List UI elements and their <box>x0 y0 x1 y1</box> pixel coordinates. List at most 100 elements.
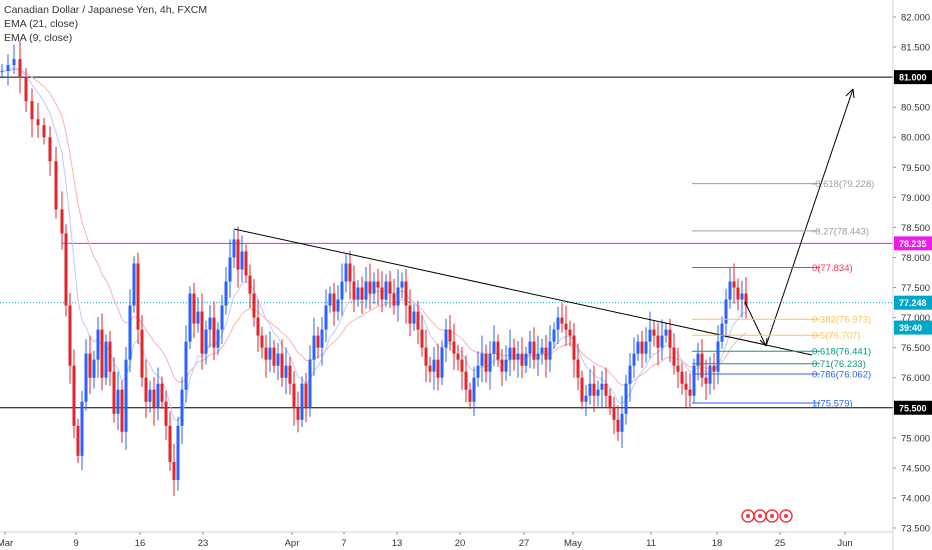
candle-body <box>384 281 388 300</box>
time-tick-label: May <box>564 538 582 549</box>
candle-body <box>472 377 476 402</box>
candle-body <box>212 317 216 348</box>
candle-body <box>744 293 748 306</box>
candle-body <box>164 401 168 426</box>
price-badge-text: 39:40 <box>899 323 922 333</box>
projection-arrow-down <box>744 301 767 347</box>
candle-body <box>656 335 660 348</box>
candle-body <box>492 341 496 354</box>
candle-body <box>6 65 10 72</box>
candle-body <box>448 329 452 342</box>
candle-body <box>176 425 180 480</box>
candle-body <box>324 305 328 330</box>
candle-body <box>18 59 22 78</box>
candle-body <box>592 383 596 396</box>
candle-body <box>316 335 320 348</box>
candle-body <box>568 329 572 336</box>
chart-legend: Canadian Dollar / Japanese Yen, 4h, FXCM… <box>4 3 207 45</box>
candle-body <box>564 323 568 330</box>
candle-body <box>180 389 184 426</box>
price-badge-text: 81.000 <box>899 73 927 83</box>
price-tick-label: 79.000 <box>901 193 930 204</box>
candle-body <box>548 341 552 360</box>
candle-body <box>432 359 436 372</box>
price-badges-layer: 81.000 78.235 77.248 39:40 75.500 <box>894 70 932 415</box>
fib-label: 0.382(76.973) <box>812 315 871 326</box>
candle-body <box>332 293 336 312</box>
fib-label: 0.5(76.707) <box>812 331 861 342</box>
candle-body <box>264 347 268 360</box>
candle-body <box>504 359 508 372</box>
candle-body <box>524 353 528 366</box>
fib-label: 1(75.579) <box>812 399 853 410</box>
event-marker-dot-icon <box>784 514 788 518</box>
legend-ema21: EMA (21, close) <box>4 18 79 30</box>
candle-body <box>296 407 300 420</box>
event-marker-dot-icon <box>746 514 750 518</box>
candle-body <box>580 377 584 402</box>
time-tick-label: 9 <box>73 538 78 549</box>
price-tick-label: 76.500 <box>901 343 930 354</box>
candle-body <box>576 359 580 378</box>
candle-body <box>24 77 28 102</box>
candle-body <box>344 263 348 282</box>
candle-body <box>116 389 120 414</box>
fib-label: 0.618(76.441) <box>812 347 871 358</box>
candle-body <box>728 281 732 300</box>
candle-body <box>168 425 172 462</box>
candle-body <box>328 293 332 306</box>
candle-body <box>712 365 716 372</box>
candle-body <box>708 365 712 384</box>
candle-body <box>132 263 136 306</box>
time-tick-label: 27 <box>519 538 530 549</box>
candle-body <box>440 347 444 378</box>
candle-body <box>308 359 312 408</box>
candle-body <box>608 395 612 408</box>
candle-body <box>140 329 144 378</box>
trendline <box>233 228 813 356</box>
price-badge <box>894 320 932 335</box>
candle-body <box>452 341 456 354</box>
candle-body <box>256 317 260 336</box>
candle-body <box>356 287 360 300</box>
horizontal-lines-layer <box>0 76 893 409</box>
price-tick-label: 74.000 <box>901 493 930 504</box>
candle-body <box>468 389 472 402</box>
candle-body <box>596 389 600 396</box>
candle-body <box>152 389 156 408</box>
candle-body <box>112 371 116 414</box>
candle-body <box>276 353 280 366</box>
time-tick-label: 25 <box>775 538 786 549</box>
candle-body <box>740 293 744 300</box>
candle-body <box>196 311 200 324</box>
candle-body <box>380 287 384 300</box>
event-marker-icon <box>765 509 779 523</box>
candle-body <box>80 401 84 456</box>
candle-body <box>148 389 152 402</box>
price-badge <box>894 70 932 85</box>
candle-body <box>720 323 724 342</box>
candle-body <box>692 365 696 396</box>
candle-body <box>404 281 408 306</box>
time-tick-label: 20 <box>455 538 466 549</box>
price-tick-label: 74.500 <box>901 463 930 474</box>
candle-body <box>684 383 688 390</box>
candle-body <box>64 233 68 306</box>
candle-body <box>268 347 272 360</box>
candle-body <box>392 293 396 306</box>
price-tick-label: 81.500 <box>901 43 930 54</box>
candle-body <box>488 353 492 372</box>
price-badge <box>894 236 932 251</box>
fib-label: -0.618(79.228) <box>812 179 874 190</box>
candle-body <box>588 383 592 396</box>
candle-body <box>228 257 232 282</box>
candle-body <box>508 347 512 360</box>
candle-body <box>388 281 392 294</box>
candle-body <box>560 317 564 324</box>
candle-body <box>232 239 236 258</box>
candle-body <box>652 329 656 336</box>
time-tick-label: Mar <box>0 538 13 549</box>
candle-body <box>536 353 540 360</box>
